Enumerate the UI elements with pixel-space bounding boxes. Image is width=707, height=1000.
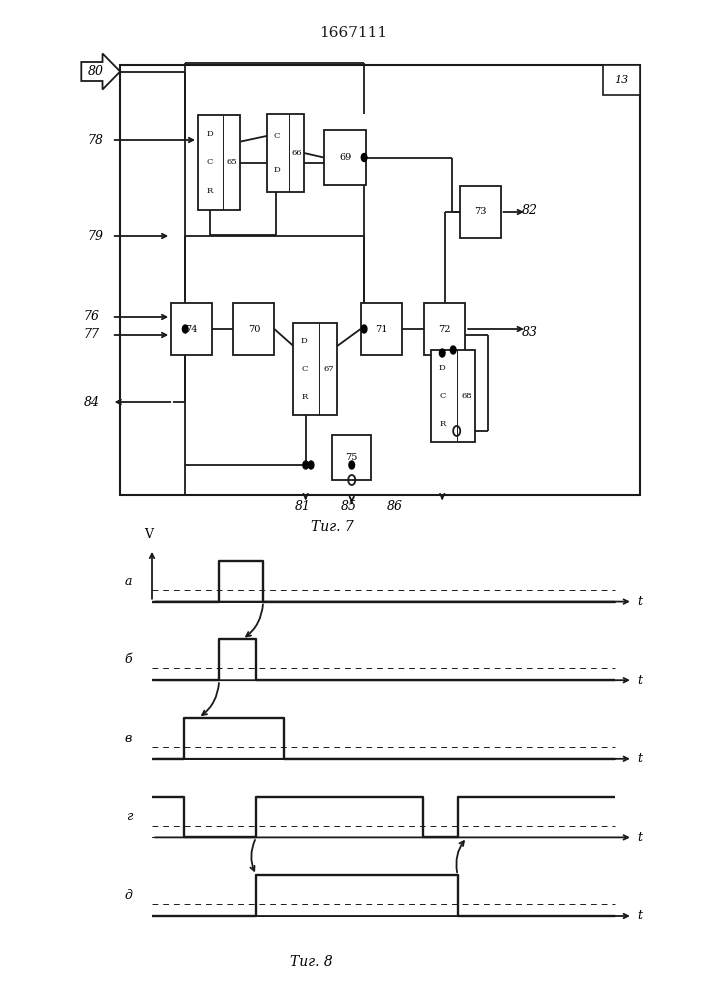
Text: R: R bbox=[206, 187, 213, 195]
Text: 80: 80 bbox=[88, 65, 103, 78]
Text: 86: 86 bbox=[387, 499, 402, 512]
Text: R: R bbox=[301, 393, 308, 401]
Circle shape bbox=[361, 154, 367, 162]
Text: 68: 68 bbox=[461, 392, 472, 400]
Bar bbox=[171, 303, 212, 355]
Text: D: D bbox=[273, 166, 280, 174]
Text: 70: 70 bbox=[247, 324, 260, 334]
Text: t: t bbox=[638, 674, 643, 687]
Text: 71: 71 bbox=[375, 324, 387, 334]
Text: D: D bbox=[301, 337, 308, 345]
Bar bbox=[267, 114, 304, 192]
Text: t: t bbox=[638, 595, 643, 608]
Bar bbox=[332, 435, 371, 480]
Text: C: C bbox=[301, 365, 308, 373]
Circle shape bbox=[349, 461, 355, 469]
Text: 13: 13 bbox=[614, 75, 629, 85]
Text: R: R bbox=[439, 420, 445, 428]
Text: 69: 69 bbox=[339, 153, 351, 162]
Text: t: t bbox=[638, 752, 643, 765]
Text: 85: 85 bbox=[341, 499, 356, 512]
Text: 83: 83 bbox=[522, 326, 538, 338]
Text: 67: 67 bbox=[323, 365, 334, 373]
Bar bbox=[324, 130, 366, 185]
Text: д: д bbox=[124, 889, 132, 902]
Text: 74: 74 bbox=[185, 324, 198, 334]
Text: 1667111: 1667111 bbox=[320, 26, 387, 40]
Bar bbox=[198, 115, 240, 210]
Text: г: г bbox=[126, 810, 132, 823]
Text: 84: 84 bbox=[84, 395, 100, 408]
Bar bbox=[233, 303, 274, 355]
Circle shape bbox=[439, 349, 445, 357]
Bar bbox=[460, 186, 501, 238]
Text: t: t bbox=[638, 831, 643, 844]
Text: 72: 72 bbox=[438, 324, 451, 334]
Text: D: D bbox=[206, 130, 214, 138]
Circle shape bbox=[182, 325, 188, 333]
Text: C: C bbox=[206, 158, 213, 166]
Bar bbox=[361, 303, 402, 355]
Bar bbox=[293, 323, 337, 415]
Text: Τиг. 7: Τиг. 7 bbox=[311, 520, 354, 534]
Circle shape bbox=[308, 461, 314, 469]
Text: в: в bbox=[125, 732, 132, 745]
Text: Τиг. 8: Τиг. 8 bbox=[290, 955, 332, 969]
Bar bbox=[431, 350, 475, 442]
Text: 81: 81 bbox=[295, 499, 310, 512]
Text: 77: 77 bbox=[84, 328, 100, 342]
Text: 73: 73 bbox=[474, 208, 486, 217]
Text: t: t bbox=[638, 909, 643, 922]
Bar bbox=[424, 303, 465, 355]
Text: 65: 65 bbox=[226, 158, 238, 166]
Text: C: C bbox=[439, 392, 445, 400]
Circle shape bbox=[450, 346, 456, 354]
Text: 66: 66 bbox=[291, 149, 302, 157]
Circle shape bbox=[303, 461, 308, 469]
Text: 75: 75 bbox=[346, 453, 358, 462]
Text: D: D bbox=[439, 364, 445, 372]
Text: a: a bbox=[124, 575, 132, 588]
Text: 76: 76 bbox=[84, 310, 100, 324]
Text: 78: 78 bbox=[88, 133, 103, 146]
Circle shape bbox=[361, 325, 367, 333]
Bar bbox=[603, 65, 640, 95]
Text: б: б bbox=[124, 653, 132, 666]
Text: 79: 79 bbox=[88, 230, 103, 242]
Bar bbox=[120, 65, 640, 495]
Text: V: V bbox=[144, 528, 153, 541]
Text: C: C bbox=[273, 132, 280, 140]
Text: 82: 82 bbox=[522, 204, 538, 217]
